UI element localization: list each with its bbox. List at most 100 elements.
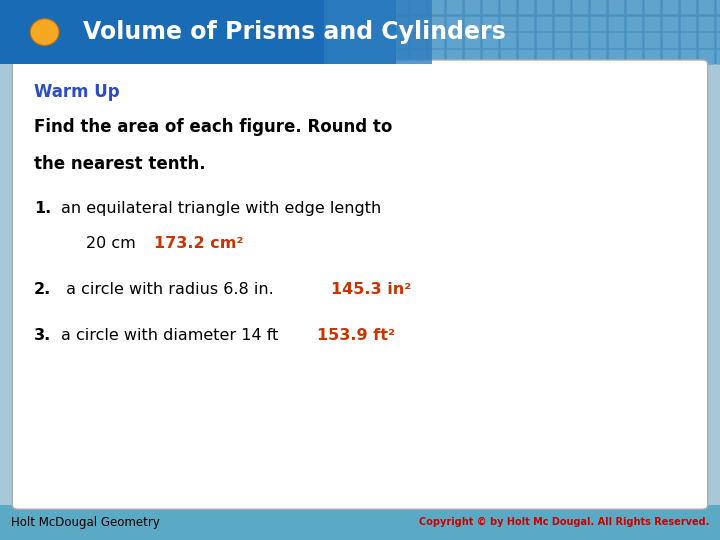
Bar	[518, 49, 534, 64]
Text: a circle with diameter 14 ft: a circle with diameter 14 ft	[61, 328, 279, 343]
Bar	[572, 16, 588, 31]
Bar	[608, 49, 624, 64]
Bar	[518, 16, 534, 31]
FancyBboxPatch shape	[12, 60, 708, 509]
Bar	[446, 16, 462, 31]
Bar	[662, 16, 678, 31]
Text: 20 cm: 20 cm	[86, 236, 135, 251]
Bar	[716, 0, 720, 14]
Bar	[626, 0, 642, 14]
Text: Find the area of each figure. Round to: Find the area of each figure. Round to	[34, 118, 392, 136]
Bar	[320, 0, 336, 14]
Bar	[428, 16, 444, 31]
Bar	[500, 32, 516, 48]
Bar	[554, 0, 570, 14]
Bar	[716, 49, 720, 64]
Bar	[464, 16, 480, 31]
Bar	[428, 0, 444, 14]
Bar	[392, 16, 408, 31]
Bar	[302, 49, 318, 64]
Bar	[644, 16, 660, 31]
Bar	[662, 0, 678, 14]
Bar	[482, 16, 498, 31]
Text: Copyright © by Holt Mc Dougal. All Rights Reserved.: Copyright © by Holt Mc Dougal. All Right…	[419, 517, 709, 528]
Bar	[608, 16, 624, 31]
Bar	[626, 32, 642, 48]
Bar	[662, 32, 678, 48]
Bar	[428, 32, 444, 48]
Ellipse shape	[30, 19, 59, 45]
Bar	[680, 32, 696, 48]
Bar	[302, 32, 318, 48]
Text: an equilateral triangle with edge length: an equilateral triangle with edge length	[61, 201, 382, 216]
Bar	[464, 49, 480, 64]
Bar	[338, 0, 354, 14]
Bar	[500, 16, 516, 31]
Bar	[374, 32, 390, 48]
Bar	[662, 49, 678, 64]
Bar	[356, 0, 372, 14]
Bar	[482, 32, 498, 48]
Bar	[324, 0, 432, 64]
Bar	[500, 49, 516, 64]
Bar	[554, 49, 570, 64]
Bar	[698, 32, 714, 48]
Bar	[680, 0, 696, 14]
Bar	[482, 0, 498, 14]
Bar	[626, 16, 642, 31]
Text: Warm Up: Warm Up	[34, 83, 120, 101]
Bar	[392, 32, 408, 48]
Bar	[644, 32, 660, 48]
Bar	[554, 32, 570, 48]
Bar	[608, 32, 624, 48]
Bar	[338, 16, 354, 31]
Bar	[572, 49, 588, 64]
Text: Volume of Prisms and Cylinders: Volume of Prisms and Cylinders	[83, 20, 505, 44]
Bar	[590, 16, 606, 31]
Bar	[0, 0, 720, 64]
Bar	[410, 0, 426, 14]
Bar	[446, 32, 462, 48]
Text: 1.: 1.	[34, 201, 51, 216]
Bar	[374, 49, 390, 64]
Bar	[464, 0, 480, 14]
Bar	[698, 16, 714, 31]
Bar	[392, 0, 408, 14]
Bar	[554, 16, 570, 31]
Bar	[518, 0, 534, 14]
Bar	[536, 49, 552, 64]
Bar	[608, 0, 624, 14]
Bar	[698, 49, 714, 64]
Text: Holt McDougal Geometry: Holt McDougal Geometry	[11, 516, 160, 529]
Bar	[356, 16, 372, 31]
Bar	[356, 32, 372, 48]
Bar	[320, 16, 336, 31]
Bar	[716, 16, 720, 31]
Bar	[446, 0, 462, 14]
Bar	[374, 0, 390, 14]
Bar	[374, 16, 390, 31]
Bar	[482, 49, 498, 64]
Bar	[0, 0, 396, 64]
Bar	[410, 32, 426, 48]
Text: 3.: 3.	[34, 328, 51, 343]
Bar	[338, 32, 354, 48]
Bar	[320, 32, 336, 48]
Bar	[500, 0, 516, 14]
Bar	[338, 49, 354, 64]
Text: 153.9 ft²: 153.9 ft²	[317, 328, 395, 343]
Bar	[320, 49, 336, 64]
Bar	[680, 49, 696, 64]
Bar	[572, 0, 588, 14]
Bar	[428, 49, 444, 64]
Bar	[0, 505, 720, 540]
Bar	[410, 49, 426, 64]
Bar	[446, 49, 462, 64]
Bar	[644, 49, 660, 64]
Text: 173.2 cm²: 173.2 cm²	[154, 236, 243, 251]
Bar	[392, 49, 408, 64]
Bar	[536, 32, 552, 48]
Text: 145.3 in²: 145.3 in²	[331, 282, 411, 297]
Bar	[590, 0, 606, 14]
Bar	[680, 16, 696, 31]
